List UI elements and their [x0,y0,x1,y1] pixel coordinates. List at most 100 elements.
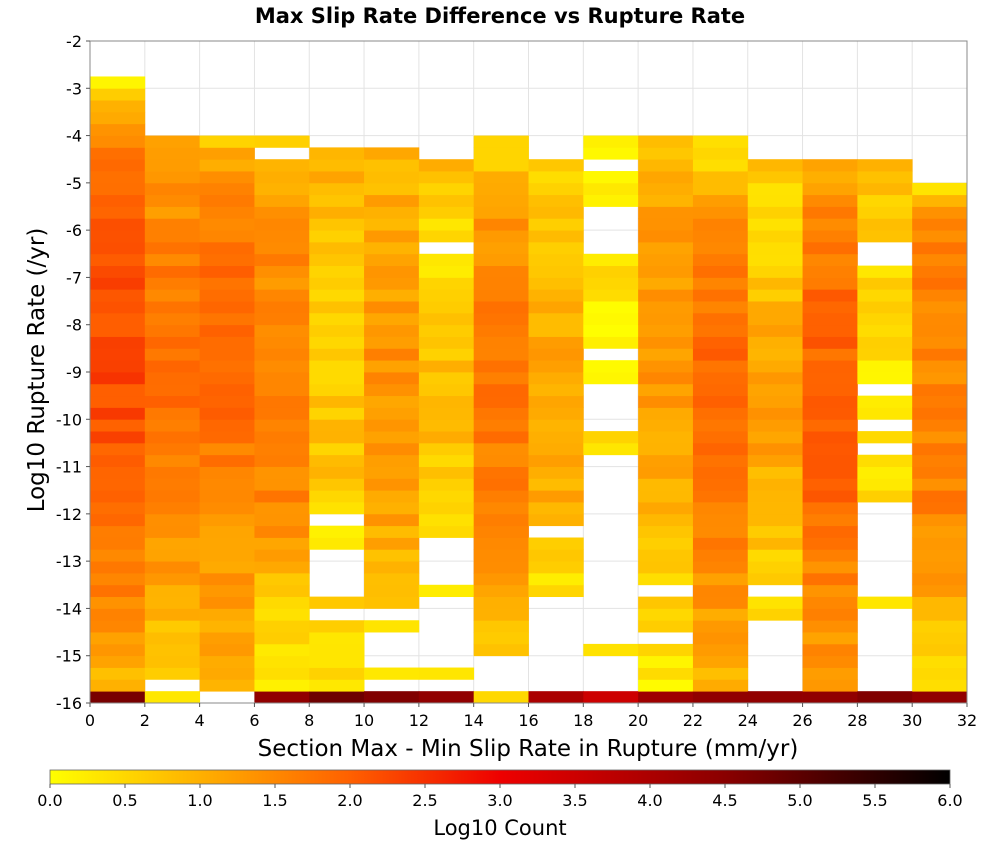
heatmap-cell [692,454,749,467]
heatmap-cell [473,572,529,586]
heatmap-cell [309,466,365,479]
heatmap-cell [254,230,310,243]
heatmap-cell [418,466,475,479]
heatmap-cell [912,525,968,538]
heatmap-cell [309,679,365,692]
heatmap-cell [418,348,475,361]
heatmap-cell [254,490,310,503]
heatmap-cell [692,561,749,574]
heatmap-cell [528,348,584,361]
heatmap-cell [473,490,529,503]
heatmap-cell [857,395,913,408]
y-tick-label: -3 [66,79,82,98]
heatmap-cell [473,277,529,290]
heatmap-cell [583,691,639,704]
y-axis-ticks: -2 -3 -4 -5 -6 -7 -8 -9 -10 -11 -12 -13 -14 -15 -16 [56,32,90,713]
heatmap-cell [364,241,420,255]
heatmap-cell [692,490,749,503]
heatmap-cell [199,584,255,598]
heatmap-cell [802,383,858,397]
heatmap-cell [912,206,968,219]
y-tick-label: -5 [66,174,82,193]
heatmap-cell [912,537,968,550]
heatmap-cell [90,372,146,385]
heatmap-cell [802,171,858,184]
heatmap-cell [309,478,365,491]
heatmap-cell [692,667,749,680]
heatmap-cell [473,324,529,337]
heatmap-cell [747,431,803,444]
heatmap-cell [912,643,968,657]
heatmap-cell [912,301,968,314]
colorbar-tick-label: 2.0 [337,791,362,810]
heatmap-cell [638,336,694,349]
heatmap-cell [364,525,420,538]
heatmap-cell [802,572,858,586]
colorbar-tick-label: 5.0 [787,791,812,810]
heatmap-cell [528,324,584,337]
heatmap-cell [418,206,475,219]
heatmap-cell [199,442,255,456]
heatmap-cell [747,490,803,503]
heatmap-cell [144,301,201,314]
colorbar-tick-label: 3.5 [562,791,587,810]
heatmap-cell [364,383,420,397]
heatmap-cell [90,643,146,657]
heatmap-cell [638,431,694,444]
heatmap-cell [747,289,803,302]
heatmap-cell [90,171,146,184]
heatmap-cell [528,360,584,373]
heatmap-cell [802,537,858,550]
heatmap-cell [692,655,749,668]
heatmap-cell [364,265,420,278]
heatmap-cell [692,442,749,456]
heatmap-cell [747,182,803,196]
heatmap-cell [583,265,639,278]
heatmap-cell [144,324,201,337]
heatmap-cell [528,277,584,290]
heatmap-cell [418,289,475,302]
heatmap-cell [473,171,529,184]
heatmap-cell [912,502,968,515]
heatmap-cell [309,301,365,314]
heatmap-cell [747,241,803,255]
colorbar-ticks: 0.0 0.5 1.0 1.5 2.0 2.5 3.0 3.5 4.0 4.5 5.0 5.5 6.0 [37,784,963,810]
heatmap-cell [309,206,365,219]
heatmap-cell [638,442,694,456]
heatmap-cell [90,584,146,598]
heatmap-cell [90,620,146,633]
heatmap-cell [802,490,858,503]
heatmap-cell [528,230,584,243]
heatmap-cell [199,596,255,609]
heatmap-cell [857,336,913,349]
heatmap-cell [90,525,146,538]
heatmap-cell [802,584,858,598]
heatmap-cell [144,360,201,373]
heatmap-cell [802,182,858,196]
heatmap-cell [309,667,365,680]
heatmap-cell [912,289,968,302]
heatmap-cell [254,596,310,609]
heatmap-cell [309,655,365,668]
heatmap-cell [528,442,584,456]
heatmap-cell [802,549,858,562]
heatmap-cell [254,679,310,692]
heatmap-cell [90,691,146,704]
heatmap-cell [802,419,858,432]
heatmap-cell [144,513,201,527]
heatmap-cell [692,182,749,196]
heatmap-cell [473,407,529,420]
heatmap-cell [254,277,310,290]
heatmap-cell [747,442,803,456]
heatmap-cell [638,395,694,408]
heatmap-cell [90,454,146,467]
heatmap-cell [90,182,146,196]
colorbar-tick-label: 0.0 [37,791,62,810]
heatmap-cell [90,431,146,444]
heatmap-cell [802,277,858,290]
heatmap-cell [802,253,858,267]
colorbar-tick-label: 0.5 [112,791,137,810]
heatmap-cell [418,667,475,680]
heatmap-cell [528,407,584,420]
heatmap-cell [144,655,201,668]
